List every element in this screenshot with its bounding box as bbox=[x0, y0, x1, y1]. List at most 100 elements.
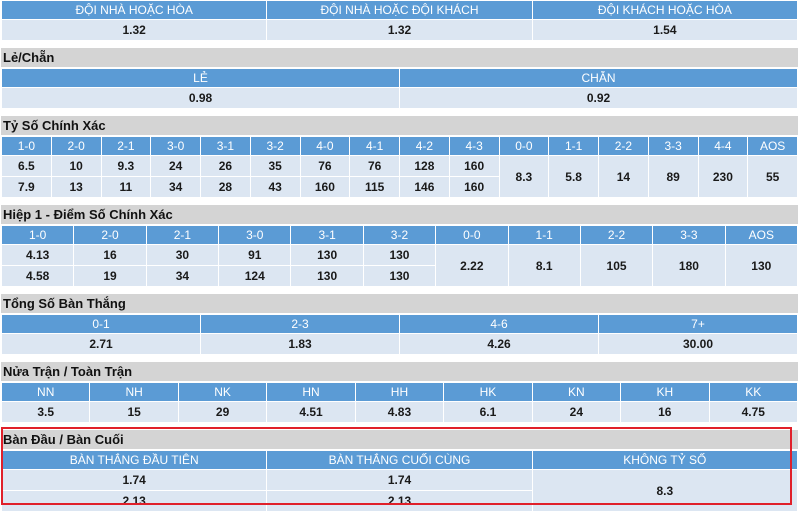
header-row: LẺ CHẴN bbox=[1, 68, 798, 88]
section: Lẻ/Chẵn LẺ CHẴN 0.98 0.92 bbox=[1, 48, 798, 109]
draw-odds: 14 bbox=[598, 155, 649, 198]
column-header: 3-1 bbox=[200, 136, 251, 156]
odds-value: 29 bbox=[177, 401, 268, 423]
away-odds: 43 bbox=[249, 176, 301, 198]
odds-value: 24 bbox=[531, 401, 622, 423]
column-header: ĐỘI KHÁCH HOẶC HÒA bbox=[531, 0, 799, 20]
column-header: CHẴN bbox=[399, 68, 798, 88]
draw-odds: 180 bbox=[652, 244, 726, 287]
away-odds: 2.13 bbox=[0, 490, 268, 512]
value-row: 1.32 1.32 1.54 bbox=[0, 19, 799, 41]
header-row: 1-0 2-0 2-1 3-0 3-1 3-2 0-0 1-1 2-2 3-3 AOS bbox=[0, 225, 799, 245]
header-row: NN NH NK HN HH HK KN KH KK bbox=[0, 382, 798, 402]
away-row: 2.13 2.13 bbox=[0, 490, 798, 512]
away-odds: 146 bbox=[399, 176, 450, 198]
odds-value: 30.00 bbox=[598, 333, 798, 355]
away-odds: 34 bbox=[150, 176, 201, 198]
column-header: 3-1 bbox=[290, 225, 364, 245]
column-header: 4-3 bbox=[448, 136, 500, 156]
home-odds: 26 bbox=[200, 155, 251, 177]
column-header: 1-0 bbox=[0, 225, 75, 245]
column-header: KK bbox=[708, 382, 798, 402]
column-header: ĐỘI NHÀ HOẶC HÒA bbox=[0, 0, 268, 20]
column-header: KH bbox=[620, 382, 710, 402]
odds-value: 1.83 bbox=[200, 333, 400, 355]
home-odds: 10 bbox=[50, 155, 102, 177]
column-header: NN bbox=[0, 382, 91, 402]
odds-value: 4.26 bbox=[399, 333, 599, 355]
column-header: 3-2 bbox=[249, 136, 301, 156]
odds-value: 0.92 bbox=[399, 87, 798, 109]
odds-table: LẺ CHẴN 0.98 0.92 bbox=[1, 68, 798, 109]
away-odds: 124 bbox=[218, 265, 292, 287]
home-odds: 1.74 bbox=[266, 469, 533, 491]
column-header: 4-4 bbox=[697, 136, 749, 156]
draw-odds: 2.22 bbox=[435, 244, 509, 287]
column-header: 2-0 bbox=[73, 225, 147, 245]
away-row: 4.58 19 34 124 130 130 bbox=[0, 265, 798, 287]
column-header: KHÔNG TỶ SỐ bbox=[531, 450, 799, 470]
home-odds: 130 bbox=[362, 244, 437, 266]
home-odds: 160 bbox=[448, 155, 500, 177]
column-header: 2-1 bbox=[100, 136, 152, 156]
section: Hiệp 1 - Điểm Số Chính Xác 1-0 2-0 2-1 3-0 3-… bbox=[0, 205, 799, 287]
home-row: 4.13 16 30 91 130 130 2.22 8.1 105 180 130 bbox=[0, 244, 799, 287]
draw-odds: 89 bbox=[647, 155, 699, 198]
column-header: LẺ bbox=[1, 68, 400, 88]
home-odds: 1.74 bbox=[0, 469, 268, 491]
away-odds: 34 bbox=[145, 265, 220, 287]
column-header: 7+ bbox=[598, 314, 798, 334]
home-odds: 16 bbox=[73, 244, 147, 266]
column-header: 1-1 bbox=[507, 225, 581, 245]
odds-table: ĐỘI NHÀ HOẶC HÒA ĐỘI NHÀ HOẶC ĐỘI KHÁCH ĐỘ… bbox=[0, 0, 799, 41]
odds-value: 3.5 bbox=[0, 401, 91, 423]
column-header: 4-0 bbox=[299, 136, 351, 156]
home-odds: 128 bbox=[399, 155, 450, 177]
column-header: 1-0 bbox=[1, 136, 52, 156]
away-odds: 13 bbox=[50, 176, 102, 198]
home-odds: 76 bbox=[299, 155, 351, 177]
odds-value: 1.54 bbox=[531, 19, 799, 41]
draw-odds: 130 bbox=[724, 244, 799, 287]
home-odds: 91 bbox=[218, 244, 292, 266]
value-row: 3.5 15 29 4.51 4.83 6.1 24 16 4.75 bbox=[0, 401, 798, 423]
odds-value: 0.98 bbox=[1, 87, 400, 109]
draw-odds: 105 bbox=[579, 244, 654, 287]
draw-odds: 8.3 bbox=[498, 155, 550, 198]
away-odds: 130 bbox=[362, 265, 437, 287]
home-odds: 6.5 bbox=[1, 155, 52, 177]
column-header: 2-1 bbox=[145, 225, 220, 245]
column-header: BÀN THẮNG ĐẦU TIÊN bbox=[0, 450, 268, 470]
section: ĐỘI NHÀ HOẶC HÒA ĐỘI NHÀ HOẶC ĐỘI KHÁCH ĐỘ… bbox=[0, 0, 799, 41]
away-odds: 160 bbox=[448, 176, 500, 198]
section: Tỷ Số Chính Xác 1-0 2-0 2-1 3-0 3-1 3-2 4-0 4-1 4… bbox=[1, 116, 798, 198]
home-odds: 35 bbox=[249, 155, 301, 177]
away-odds: 160 bbox=[299, 176, 351, 198]
home-odds: 76 bbox=[349, 155, 400, 177]
column-header: 1-1 bbox=[548, 136, 599, 156]
odds-value: 2.71 bbox=[1, 333, 201, 355]
section: Bàn Đầu / Bàn Cuối BÀN THẮNG ĐẦU TIÊN BÀN … bbox=[0, 430, 799, 512]
home-odds: 30 bbox=[145, 244, 220, 266]
header-row: BÀN THẮNG ĐẦU TIÊN BÀN THẮNG CUỐI CÙNG KHÔ… bbox=[0, 450, 799, 470]
away-odds: 115 bbox=[349, 176, 400, 198]
section: Nửa Trận / Toàn Trận NN NH NK HN HH HK KN KH KK 3.… bbox=[0, 362, 798, 423]
section-title: Lẻ/Chẵn bbox=[1, 48, 798, 68]
column-header: KN bbox=[531, 382, 622, 402]
column-header: BÀN THẮNG CUỐI CÙNG bbox=[266, 450, 533, 470]
home-odds: 130 bbox=[290, 244, 364, 266]
draw-odds: 8.1 bbox=[507, 244, 581, 287]
home-row: 1.74 1.74 8.3 bbox=[0, 469, 799, 512]
column-header: NK bbox=[177, 382, 268, 402]
header-row: 0-1 2-3 4-6 7+ bbox=[1, 314, 798, 334]
section-title: Bàn Đầu / Bàn Cuối bbox=[1, 430, 798, 450]
draw-odds: 230 bbox=[697, 155, 749, 198]
home-odds: 4.13 bbox=[0, 244, 75, 266]
odds-value: 4.51 bbox=[266, 401, 356, 423]
column-header: HK bbox=[443, 382, 533, 402]
column-header: 0-0 bbox=[435, 225, 509, 245]
odds-value: 16 bbox=[620, 401, 710, 423]
away-odds: 4.58 bbox=[0, 265, 75, 287]
odds-table: NN NH NK HN HH HK KN KH KK 3.5 15 29 4.51 4.83 6.1 24 16… bbox=[0, 382, 798, 423]
